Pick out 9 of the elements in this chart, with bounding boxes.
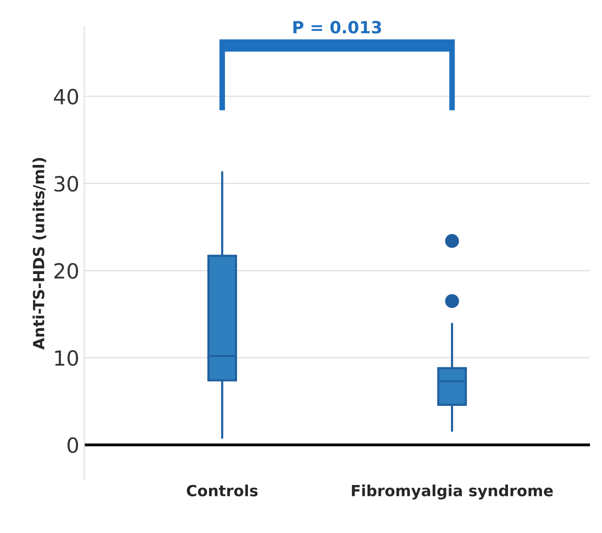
annotation: P = 0.013 [293, 20, 382, 34]
x-tick-label: Controls [186, 484, 258, 496]
y-tick-label: 20 [54, 263, 78, 279]
y-tick-label: 10 [55, 350, 78, 366]
y-axis-title: Anti-TS-HDS (units/ml) [32, 158, 46, 350]
y-tick-label: 30 [54, 176, 78, 192]
y-tick-label: 0 [68, 437, 78, 454]
x-tick-label: Fibromyalgia syndrome [352, 484, 553, 500]
y-tick-label: 40 [54, 88, 78, 105]
